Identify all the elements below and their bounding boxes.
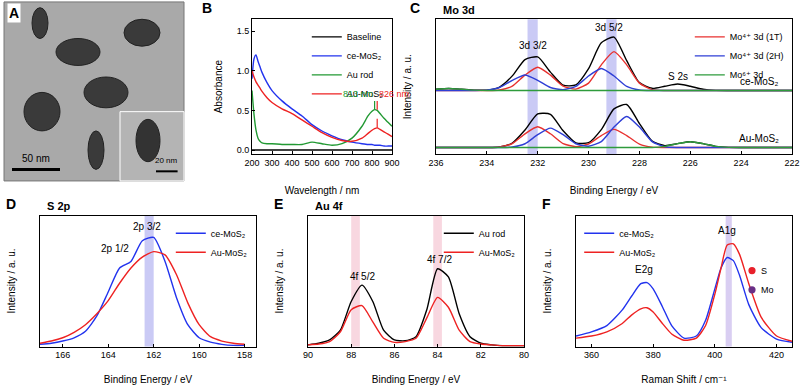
svg-text:ce-MoS₂: ce-MoS₂ [619, 229, 654, 239]
svg-text:84: 84 [433, 350, 443, 360]
svg-text:800: 800 [364, 158, 379, 168]
svg-text:ce-MoS₂: ce-MoS₂ [211, 229, 246, 239]
svg-text:166: 166 [55, 350, 70, 360]
svg-text:ce-MoS₂: ce-MoS₂ [740, 76, 778, 87]
svg-text:Mo: Mo [761, 285, 774, 295]
svg-text:F: F [542, 196, 551, 212]
svg-text:50 nm: 50 nm [22, 153, 50, 164]
svg-text:A1g: A1g [718, 225, 736, 236]
svg-text:2p 3/2: 2p 3/2 [133, 221, 161, 232]
svg-text:90: 90 [303, 350, 313, 360]
svg-text:Raman Shift / cm⁻¹: Raman Shift / cm⁻¹ [641, 374, 727, 385]
svg-text:420: 420 [769, 350, 784, 360]
svg-text:164: 164 [101, 350, 116, 360]
svg-text:S 2p: S 2p [47, 200, 71, 212]
svg-text:88: 88 [346, 350, 356, 360]
svg-text:226: 226 [683, 158, 698, 168]
svg-text:380: 380 [646, 350, 661, 360]
svg-text:B: B [202, 0, 212, 16]
svg-text:Intensity / a. u.: Intensity / a. u. [274, 249, 285, 314]
svg-text:360: 360 [584, 350, 599, 360]
svg-text:Binding Energy / eV: Binding Energy / eV [104, 374, 193, 385]
svg-text:2p 1/2: 2p 1/2 [101, 243, 129, 254]
svg-text:Intensity / a. u.: Intensity / a. u. [6, 249, 17, 314]
svg-text:E2g: E2g [635, 264, 653, 275]
svg-text:Au rod: Au rod [347, 70, 374, 80]
svg-text:228: 228 [632, 158, 647, 168]
svg-text:224: 224 [734, 158, 749, 168]
svg-text:E: E [274, 196, 283, 212]
svg-text:160: 160 [192, 350, 207, 360]
svg-text:80: 80 [519, 350, 529, 360]
svg-text:3d 5/2: 3d 5/2 [595, 22, 623, 33]
svg-text:Au-MoS₂: Au-MoS₂ [347, 89, 384, 99]
svg-text:232: 232 [530, 158, 545, 168]
svg-text:4f 5/2: 4f 5/2 [350, 271, 375, 282]
svg-text:Binding Energy / eV: Binding Energy / eV [570, 185, 659, 196]
svg-text:600: 600 [324, 158, 339, 168]
svg-text:0.0: 0.0 [237, 145, 250, 155]
svg-text:700: 700 [344, 158, 359, 168]
svg-text:158: 158 [237, 350, 252, 360]
svg-text:222: 222 [784, 158, 799, 168]
svg-text:230: 230 [581, 158, 596, 168]
svg-text:S: S [761, 266, 767, 276]
svg-text:Au-MoS₂: Au-MoS₂ [619, 248, 656, 258]
svg-text:Au-MoS₂: Au-MoS₂ [211, 248, 248, 258]
svg-text:900: 900 [384, 158, 399, 168]
svg-text:1.0: 1.0 [237, 66, 250, 76]
svg-text:82: 82 [476, 350, 486, 360]
svg-text:Au rod: Au rod [479, 229, 506, 239]
svg-text:D: D [6, 196, 16, 212]
svg-text:Mo⁴⁺ 3d (1T): Mo⁴⁺ 3d (1T) [730, 32, 783, 42]
svg-text:Au-MoS₂: Au-MoS₂ [479, 248, 516, 258]
svg-text:813 nm: 813 nm [343, 89, 373, 99]
svg-text:162: 162 [146, 350, 161, 360]
svg-text:Binding Energy / eV: Binding Energy / eV [372, 374, 461, 385]
svg-text:826 nm: 826 nm [379, 89, 409, 99]
svg-text:1.5: 1.5 [237, 26, 250, 36]
svg-text:236: 236 [428, 158, 443, 168]
svg-text:Wavelength / nm: Wavelength / nm [285, 185, 360, 196]
svg-text:20 nm: 20 nm [155, 156, 178, 165]
svg-text:86: 86 [389, 350, 399, 360]
svg-text:Au-MoS₂: Au-MoS₂ [739, 133, 779, 144]
svg-text:Intensity / a. u.: Intensity / a. u. [542, 249, 553, 314]
svg-text:Mo⁴⁺ 3d (2H): Mo⁴⁺ 3d (2H) [730, 51, 784, 61]
svg-text:Intensity / a. u.: Intensity / a. u. [402, 54, 413, 119]
svg-text:4f 7/2: 4f 7/2 [427, 254, 452, 265]
svg-text:C: C [410, 0, 420, 16]
svg-text:3d 3/2: 3d 3/2 [519, 40, 547, 51]
svg-text:0.5: 0.5 [237, 106, 250, 116]
svg-text:S 2s: S 2s [668, 71, 688, 82]
svg-text:Baseline: Baseline [347, 32, 382, 42]
svg-text:Absorbance: Absorbance [213, 60, 224, 114]
svg-text:400: 400 [284, 158, 299, 168]
svg-text:300: 300 [264, 158, 279, 168]
svg-text:400: 400 [707, 350, 722, 360]
svg-text:Au 4f: Au 4f [315, 200, 343, 212]
svg-text:234: 234 [479, 158, 494, 168]
svg-text:ce-MoS₂: ce-MoS₂ [347, 51, 382, 61]
svg-text:200: 200 [244, 158, 259, 168]
svg-text:Mo 3d: Mo 3d [443, 4, 475, 16]
svg-text:500: 500 [304, 158, 319, 168]
svg-text:A: A [9, 5, 19, 21]
svg-text:Mo⁶⁺ 3d: Mo⁶⁺ 3d [730, 70, 763, 80]
